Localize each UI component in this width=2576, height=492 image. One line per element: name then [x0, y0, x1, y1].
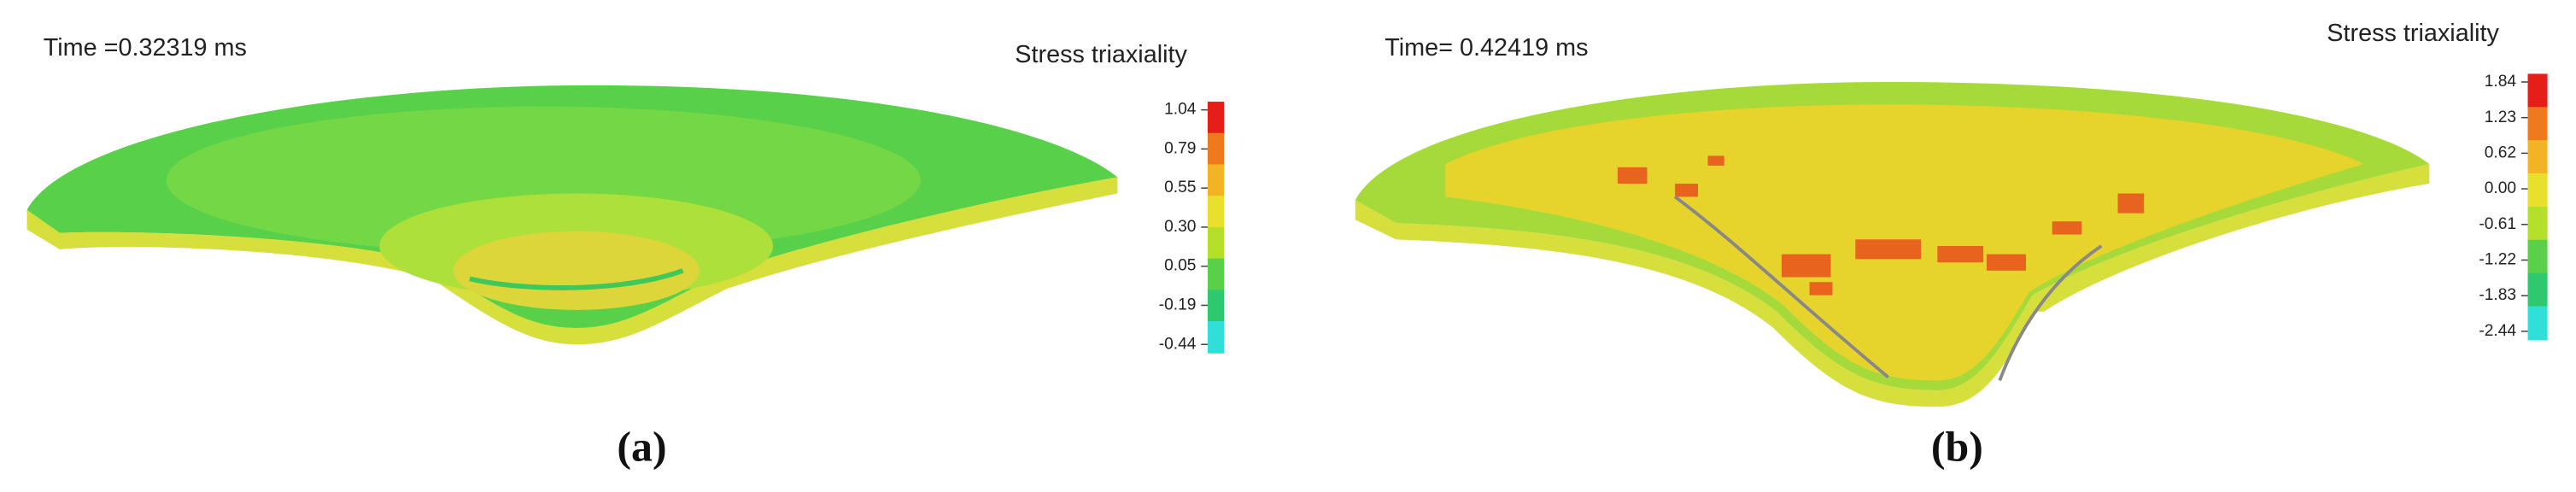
tick-label: -2.44	[2479, 322, 2516, 340]
colorbar-segment	[1207, 196, 1225, 228]
colorbar-segment	[2527, 272, 2548, 308]
tick-label: 0.30	[1164, 218, 1196, 236]
colorbar-segment	[2527, 306, 2548, 341]
legend-title: Stress triaxiality	[2327, 20, 2499, 47]
caption: (b)	[1931, 423, 1983, 470]
high-triaxiality-spots	[1617, 155, 2145, 296]
time-label: Time= 0.42419 ms	[1385, 34, 1588, 62]
colorbar-segment	[2527, 173, 2548, 208]
panel: Time= 0.42419 ms Stress triaxiality 1.84 1.…	[1385, 20, 2548, 470]
colorbar-segment	[2527, 73, 2548, 108]
tick-label: 1.04	[1164, 101, 1197, 119]
panels: Time =0.32319 ms Stress triaxiality 1.04 0.…	[44, 20, 2548, 470]
colorbar-segment	[2527, 239, 2548, 274]
caption: (a)	[617, 423, 666, 470]
tick-label: 1.23	[2485, 108, 2516, 126]
colorbar-segment	[1207, 226, 1225, 260]
tick-label: 0.00	[2485, 179, 2516, 197]
tick-label: -0.19	[1159, 296, 1197, 314]
tick-label: 1.84	[2485, 73, 2517, 91]
colorbar-segment	[2527, 140, 2548, 174]
plate-zone	[453, 231, 700, 310]
colorbar-segment	[2527, 206, 2548, 241]
colorbar-segment	[1207, 290, 1225, 323]
time-label: Time =0.32319 ms	[44, 34, 247, 62]
tick-label: -0.44	[1159, 335, 1197, 353]
colorbar-segment	[1207, 132, 1225, 166]
colorbar-segment	[1207, 164, 1225, 197]
colorbar-segment	[2527, 107, 2548, 142]
plate-b	[1355, 82, 2430, 407]
tick-label: 0.62	[2485, 144, 2516, 161]
crack-ring	[469, 268, 684, 290]
colorbar-segment	[1207, 102, 1225, 134]
tick-label: -1.22	[2479, 251, 2516, 269]
colorbar-segment	[1207, 258, 1225, 291]
plate-a	[26, 85, 1118, 345]
tick-label: -1.83	[2479, 286, 2516, 304]
tick-label: 0.05	[1164, 257, 1196, 275]
tick-label: 0.55	[1164, 179, 1196, 196]
legend-title: Stress triaxiality	[1015, 41, 1187, 68]
crack	[1673, 195, 2103, 382]
tick-label: 0.79	[1164, 139, 1196, 157]
panel: Time =0.32319 ms Stress triaxiality 1.04 0.…	[44, 34, 1225, 470]
colorbar-segment	[1207, 321, 1225, 354]
tick-label: -0.61	[2479, 215, 2516, 233]
